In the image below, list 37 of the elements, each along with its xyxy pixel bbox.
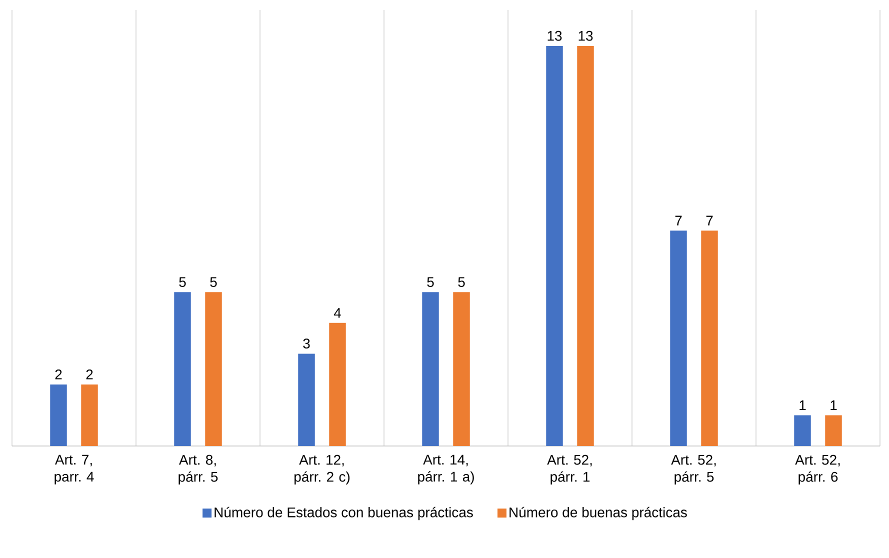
x-tick-label: Art. 7, parr. 4: [54, 454, 94, 484]
data-label: 2: [86, 369, 93, 380]
data-label: 13: [548, 30, 562, 41]
bar: [577, 46, 594, 446]
data-label: 13: [578, 30, 593, 41]
data-label: 5: [210, 277, 217, 287]
x-tick-label: Art. 52, párr. 1: [547, 454, 592, 485]
bar: [453, 292, 470, 446]
data-label: 2: [55, 369, 62, 380]
data-label: 1: [830, 400, 837, 410]
bar: [50, 384, 67, 446]
bar: [825, 415, 842, 446]
bar: [174, 292, 191, 446]
x-tick-label: Art. 52, párr. 6: [795, 454, 840, 485]
data-label: 7: [675, 216, 682, 226]
bar: [422, 292, 439, 446]
legend-label: Número de Estados con buenas prácticas: [214, 506, 473, 520]
x-tick-label: Art. 14, párr. 1 a): [418, 454, 474, 484]
bar: [670, 230, 687, 446]
x-tick-label: Art. 52, párr. 5: [671, 454, 716, 485]
data-label: 5: [458, 277, 465, 287]
data-label: 5: [179, 277, 186, 287]
data-label: 5: [427, 277, 434, 287]
bar: [546, 46, 563, 446]
data-label: 3: [303, 338, 310, 348]
bar: [794, 415, 811, 446]
data-label: 1: [800, 400, 806, 410]
legend-label: Número de buenas prácticas: [510, 506, 687, 520]
bar: [701, 230, 718, 446]
bar: [298, 354, 315, 446]
x-tick-label: Art. 8, párr. 5: [178, 454, 218, 485]
x-tick-label: Art. 12, párr. 2 c): [294, 454, 350, 485]
bar: [329, 322, 346, 446]
bar: [81, 384, 98, 446]
bar: [205, 292, 222, 446]
data-label: 4: [334, 308, 341, 318]
data-label: 7: [706, 216, 713, 226]
